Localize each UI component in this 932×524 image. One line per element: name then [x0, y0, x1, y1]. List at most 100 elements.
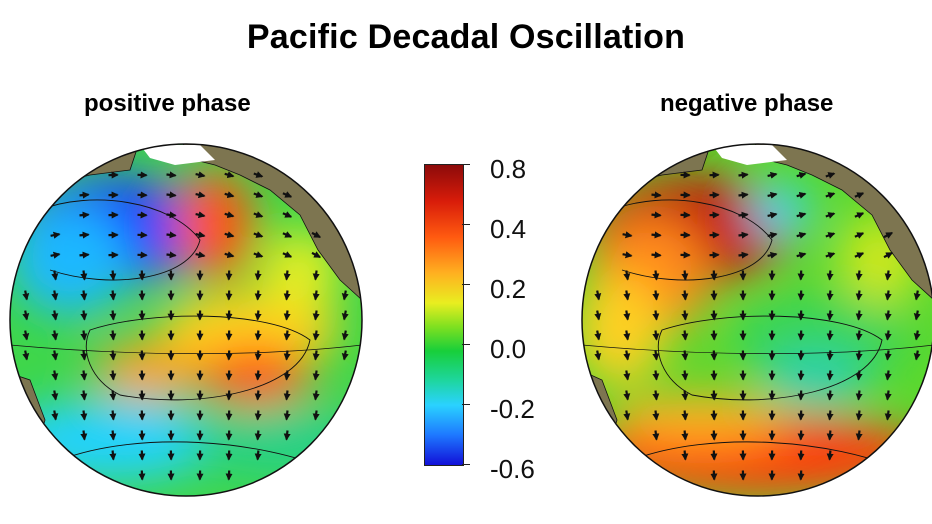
- wind-arrow: [224, 231, 235, 239]
- wind-arrow: [884, 390, 892, 401]
- wind-arrow: [884, 270, 892, 281]
- wind-arrow: [166, 211, 177, 219]
- wind-arrow: [283, 430, 291, 441]
- wind-arrow: [622, 231, 633, 239]
- wind-arrow: [738, 251, 749, 259]
- wind-arrow: [623, 310, 631, 321]
- wind-arrow: [341, 350, 349, 361]
- wind-arrow: [884, 310, 892, 321]
- wind-arrow: [826, 270, 834, 281]
- wind-arrow: [652, 290, 660, 301]
- wind-arrow: [884, 290, 892, 301]
- colorbar-tick-label: -0.6: [490, 454, 535, 484]
- negative-phase-title: negative phase: [660, 90, 834, 117]
- wind-arrow: [80, 390, 88, 401]
- wind-arrow: [341, 290, 349, 301]
- wind-arrow: [51, 370, 59, 381]
- wind-arrow: [254, 430, 262, 441]
- wind-arrow: [796, 251, 807, 259]
- wind-arrow: [855, 330, 863, 341]
- wind-arrow: [651, 211, 662, 219]
- wind-arrow: [166, 251, 177, 259]
- wind-arrow: [312, 290, 320, 301]
- negative-phase-globe: [582, 144, 932, 496]
- wind-arrow: [681, 310, 689, 321]
- wind-arrow: [652, 330, 660, 341]
- wind-arrow: [855, 390, 863, 401]
- wind-arrow: [283, 390, 291, 401]
- wind-arrow: [312, 330, 320, 341]
- wind-arrow: [826, 290, 834, 301]
- wind-arrow: [109, 410, 117, 421]
- wind-arrow: [51, 290, 59, 301]
- wind-arrow: [166, 231, 177, 239]
- wind-arrow: [51, 330, 59, 341]
- wind-arrow: [80, 350, 88, 361]
- wind-arrow: [253, 211, 264, 218]
- wind-arrow: [854, 232, 865, 239]
- wind-arrow: [50, 231, 61, 239]
- wind-arrow: [767, 211, 778, 219]
- wind-arrow: [109, 370, 117, 381]
- wind-arrow: [651, 231, 662, 239]
- wind-arrow: [282, 211, 293, 218]
- wind-arrow: [826, 430, 834, 441]
- wind-arrow: [79, 211, 90, 219]
- wind-arrow: [767, 171, 778, 179]
- wind-arrow: [312, 270, 320, 281]
- wind-arrow: [825, 232, 836, 239]
- wind-arrow: [652, 350, 660, 361]
- wind-arrow: [312, 370, 320, 381]
- wind-arrow: [623, 370, 631, 381]
- wind-arrow: [622, 251, 633, 259]
- colorbar-tick-label: 0.2: [490, 274, 527, 304]
- wind-arrow: [109, 270, 117, 281]
- wind-arrow: [855, 370, 863, 381]
- wind-arrow: [623, 390, 631, 401]
- wind-arrow: [855, 270, 863, 281]
- wind-arrow: [254, 270, 262, 281]
- wind-arrow: [681, 350, 689, 361]
- wind-arrow: [282, 191, 293, 198]
- wind-arrow: [254, 330, 262, 341]
- colorbar-tick: [462, 344, 470, 345]
- colorbar-tick-label: 0.4: [490, 214, 527, 244]
- wind-arrow: [681, 290, 689, 301]
- wind-arrow: [80, 370, 88, 381]
- wind-arrow: [283, 410, 291, 421]
- wind-arrow: [652, 270, 660, 281]
- wind-arrow: [913, 290, 921, 301]
- wind-arrow: [652, 430, 660, 441]
- colorbar-tick: [462, 404, 470, 405]
- wind-arrow: [254, 350, 262, 361]
- wind-arrow: [594, 290, 602, 301]
- wind-arrow: [195, 171, 206, 179]
- colorbar: [424, 164, 470, 466]
- wind-arrow: [109, 390, 117, 401]
- colorbar-tick: [462, 284, 470, 285]
- wind-arrow: [826, 370, 834, 381]
- wind-arrow: [51, 350, 59, 361]
- wind-arrow: [283, 310, 291, 321]
- wind-arrow: [254, 410, 262, 421]
- colorbar-tick-label: -0.2: [490, 394, 535, 424]
- wind-arrow: [282, 231, 293, 238]
- colorbar-tick: [462, 224, 470, 225]
- wind-arrow: [651, 191, 662, 199]
- wind-arrow: [80, 330, 88, 341]
- wind-arrow: [913, 350, 921, 361]
- wind-arrow: [312, 310, 320, 321]
- wind-arrow: [51, 390, 59, 401]
- wind-arrow: [79, 231, 90, 239]
- wind-arrow: [796, 171, 807, 179]
- wind-arrow: [855, 290, 863, 301]
- wind-arrow: [913, 310, 921, 321]
- wind-arrow: [51, 410, 59, 421]
- wind-arrow: [825, 212, 836, 219]
- wind-arrow: [855, 310, 863, 321]
- wind-arrow: [623, 270, 631, 281]
- wind-arrow: [80, 310, 88, 321]
- wind-arrow: [825, 192, 836, 199]
- wind-arrow: [224, 251, 235, 259]
